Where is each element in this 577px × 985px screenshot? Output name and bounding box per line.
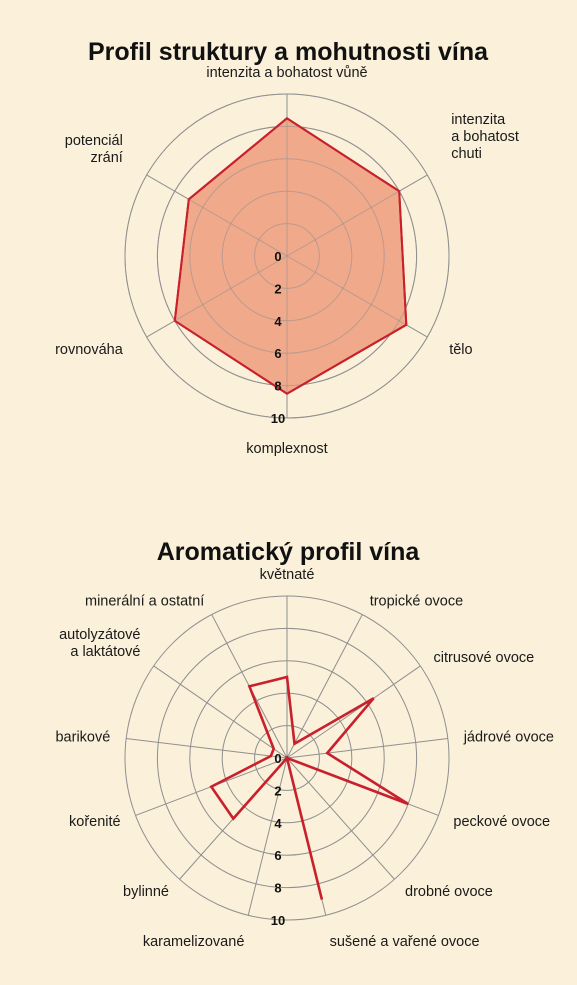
grid-spoke <box>126 737 288 759</box>
tick-label: 0 <box>274 249 281 264</box>
tick-label: 2 <box>274 783 281 798</box>
grid-spoke-overlay <box>286 255 428 338</box>
data-series-outline <box>173 117 408 395</box>
axis-label: karamelizované <box>143 934 245 950</box>
axis-label: drobné ovoce <box>405 884 493 900</box>
tick-label: 10 <box>271 411 285 426</box>
data-series-polygon <box>173 117 408 395</box>
tick-label: 8 <box>274 881 281 896</box>
axis-label: autolyzátové a laktátové <box>59 627 140 660</box>
axis-label: minerální a ostatní <box>85 593 204 609</box>
grid-spoke <box>153 665 288 759</box>
axis-label: sušené a vařené ovoce <box>330 934 480 950</box>
grid-spoke-overlay <box>286 174 428 257</box>
axis-label: barikové <box>55 730 110 746</box>
axis-label: květnaté <box>260 567 315 583</box>
axis-label: peckové ovoce <box>453 814 550 830</box>
grid-spoke <box>247 757 288 916</box>
chart-title: Profil struktury a mohutnosti vína <box>88 38 489 66</box>
grid-spoke-overlay <box>146 174 288 257</box>
data-series-polygon <box>209 675 409 900</box>
aroma-radar-chart: Aromatický profil vína 0 2 4 6 8 10 květnaté tr… <box>55 538 553 950</box>
tick-label: 0 <box>274 751 281 766</box>
axis-label: potenciál zrání <box>65 133 123 166</box>
axis-label: rovnováha <box>55 342 124 358</box>
grid-spoke <box>286 757 395 880</box>
tick-label: 4 <box>274 816 282 831</box>
axis-label: intenzita a bohatost chuti <box>451 112 519 162</box>
tick-label: 10 <box>271 913 285 928</box>
axis-label: kořenité <box>69 814 121 830</box>
axis-label: bylinné <box>123 884 169 900</box>
axis-label: tělo <box>449 342 472 358</box>
tick-label: 6 <box>274 848 281 863</box>
axis-label: citrusové ovoce <box>434 650 535 666</box>
structure-radar-chart: Profil struktury a mohutnosti vína 0 2 4 6 8… <box>55 38 519 457</box>
axis-label: jádrové ovoce <box>463 730 554 746</box>
tick-label: 6 <box>274 346 281 361</box>
grid-spoke <box>286 665 421 759</box>
tick-label: 8 <box>274 379 281 394</box>
tick-label: 2 <box>274 281 281 296</box>
tick-label: 4 <box>274 314 282 329</box>
grid-spoke <box>286 737 448 759</box>
axis-label: komplexnost <box>246 441 327 457</box>
axis-label: intenzita a bohatost vůně <box>206 65 367 81</box>
grid-spoke <box>286 614 363 759</box>
chart-title: Aromatický profil vína <box>157 538 421 566</box>
axis-label: tropické ovoce <box>370 593 464 609</box>
grid-spoke-overlay <box>146 255 288 338</box>
